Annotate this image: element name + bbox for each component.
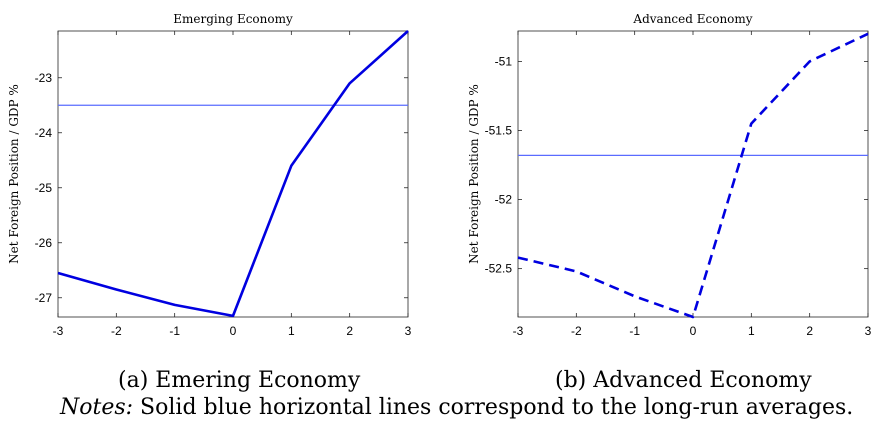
- chart-b-ytick-label: -52.5: [485, 262, 513, 276]
- chart-b-ylabel: Net Foreign Position / GDP %: [467, 84, 481, 264]
- chart-b-xtick-label: 0: [690, 324, 697, 338]
- chart-a-xtick-label: 1: [288, 324, 295, 338]
- chart-b-ytick-label: -52: [495, 193, 513, 207]
- caption-a: (a) Emering Economy: [118, 368, 361, 393]
- chart-b-xtick-label: 2: [806, 324, 813, 338]
- chart-a-xtick-label: -1: [169, 324, 180, 338]
- chart-a-xtick-label: 2: [346, 324, 353, 338]
- chart-b-series-line: [517, 32, 869, 319]
- chart-a-xtick-label: 3: [405, 324, 412, 338]
- chart-b-title: Advanced Economy: [632, 12, 752, 26]
- chart-a-ytick-label: -25: [35, 181, 53, 195]
- chart-a-series-line: [57, 30, 409, 318]
- chart-a-axes-box: [57, 30, 409, 318]
- notes-text: Solid blue horizontal lines correspond t…: [133, 395, 854, 420]
- chart-a-ytick-label: -24: [35, 126, 53, 140]
- chart-a-ytick-label: -26: [35, 236, 53, 250]
- chart-b-xtick-label: -2: [571, 324, 582, 338]
- caption-b: (b) Advanced Economy: [555, 368, 812, 393]
- chart-b-xtick-label: -3: [513, 324, 524, 338]
- chart-a-ytick-label: -23: [35, 71, 53, 85]
- notes-label: Notes:: [60, 395, 134, 420]
- chart-b-xtick-label: -1: [629, 324, 640, 338]
- chart-a-ytick-label: -27: [35, 291, 53, 305]
- chart-a-xtick-label: -2: [111, 324, 122, 338]
- chart-b-axes-box: [517, 30, 869, 318]
- chart-a-xtick-label: 0: [230, 324, 237, 338]
- chart-b-ytick-label: -51.5: [485, 123, 513, 137]
- chart-b-xtick-label: 3: [865, 324, 872, 338]
- chart-a-title: Emerging Economy: [173, 12, 293, 26]
- chart-b-ytick-label: -51: [495, 54, 513, 68]
- chart-b-xtick-label: 1: [748, 324, 755, 338]
- notes: Notes: Solid blue horizontal lines corre…: [60, 395, 853, 420]
- chart-a-ylabel: Net Foreign Position / GDP %: [7, 84, 21, 264]
- chart-a-xtick-label: -3: [53, 324, 64, 338]
